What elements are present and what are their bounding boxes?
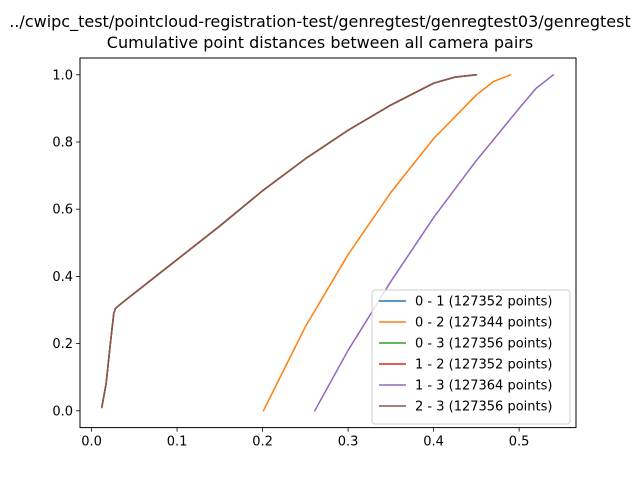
legend-label-1: 0 - 2 (127344 points) xyxy=(415,316,552,331)
series-line-4 xyxy=(313,74,555,412)
legend-label-2: 0 - 3 (127356 points) xyxy=(415,337,552,352)
legend-label-0: 0 - 1 (127352 points) xyxy=(415,295,552,310)
y-tick-label: 0.0 xyxy=(52,404,73,419)
x-tick-label: 0.1 xyxy=(167,435,188,450)
legend-label-5: 2 - 3 (127356 points) xyxy=(415,400,552,415)
x-tick-label: 0.0 xyxy=(81,435,102,450)
x-tick-label: 0.3 xyxy=(338,435,359,450)
series-line-5 xyxy=(101,74,478,409)
y-tick-label: 0.8 xyxy=(52,136,73,151)
x-tick-label: 0.2 xyxy=(252,435,273,450)
legend-label-4: 1 - 3 (127364 points) xyxy=(415,379,552,394)
legend-label-3: 1 - 2 (127352 points) xyxy=(415,358,552,373)
series-line-1 xyxy=(262,74,512,412)
x-tick-label: 0.5 xyxy=(509,435,530,450)
legend: 0 - 1 (127352 points) 0 - 2 (127344 point… xyxy=(371,289,571,425)
y-tick-label: 0.6 xyxy=(52,203,73,218)
y-axis: 0.0 0.2 0.4 0.6 0.8 1.0 xyxy=(52,68,80,419)
x-axis: 0.0 0.1 0.2 0.3 0.4 0.5 xyxy=(81,427,530,450)
chart-title: ../cwipc_test/pointcloud-registration-te… xyxy=(9,12,631,32)
y-tick-label: 1.0 xyxy=(52,68,73,83)
x-tick-label: 0.4 xyxy=(423,435,444,450)
axes-border xyxy=(79,57,577,429)
y-tick-label: 0.4 xyxy=(52,270,73,285)
axes-frame xyxy=(79,57,577,429)
legend-box xyxy=(371,289,571,425)
series-layer xyxy=(101,74,555,412)
chart-subtitle: Cumulative point distances between all c… xyxy=(107,33,533,52)
y-tick-label: 0.2 xyxy=(52,337,73,352)
